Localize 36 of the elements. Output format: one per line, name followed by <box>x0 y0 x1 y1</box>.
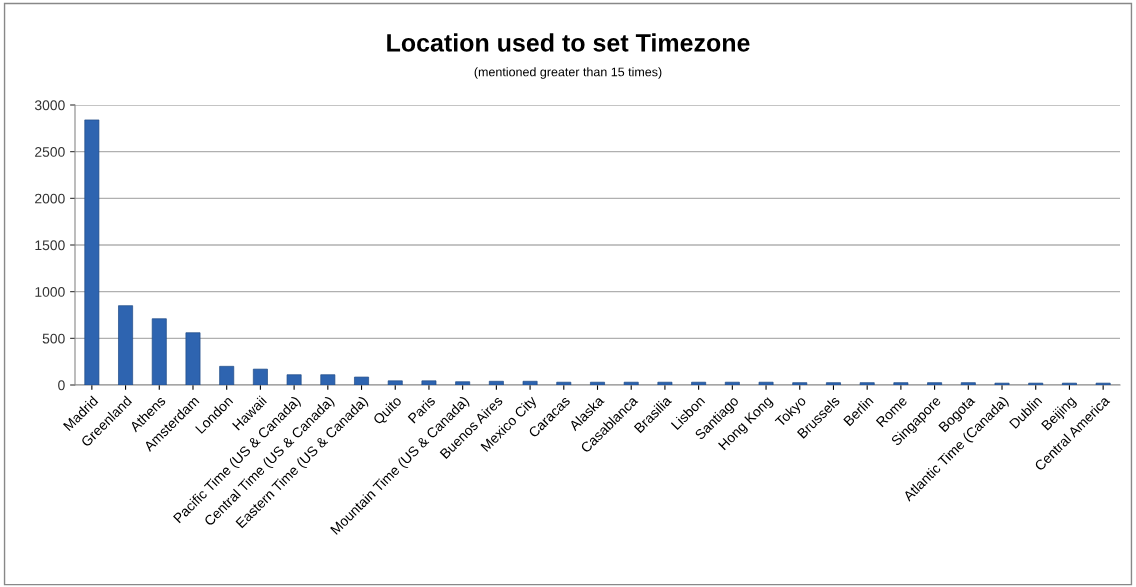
bar <box>252 368 268 385</box>
bar <box>590 381 605 385</box>
y-tick-label: 0 <box>58 380 65 391</box>
bar <box>320 374 336 385</box>
bar <box>927 382 943 385</box>
y-tick-label: 2500 <box>35 147 65 157</box>
bar <box>792 382 808 385</box>
bar <box>387 380 403 385</box>
bar <box>455 381 471 385</box>
bar <box>488 380 504 385</box>
bar <box>286 374 302 385</box>
y-tick-label: 2000 <box>35 193 65 204</box>
bar <box>556 381 572 385</box>
bar <box>522 380 538 385</box>
bar <box>421 380 437 385</box>
chart-subtitle: (mentioned greater than 15 times) <box>474 67 662 79</box>
bar <box>724 381 740 385</box>
bar <box>623 381 639 385</box>
bar <box>185 332 201 385</box>
bar <box>859 382 875 385</box>
y-tick-label: 500 <box>42 333 65 344</box>
bar <box>826 382 841 385</box>
bar <box>84 119 100 385</box>
bar <box>758 381 774 385</box>
bar <box>657 381 673 385</box>
y-tick-label: 1500 <box>35 240 65 251</box>
y-tick-label: 3000 <box>34 100 65 111</box>
bar <box>691 381 707 385</box>
bar <box>151 318 167 385</box>
bar <box>960 382 976 385</box>
y-tick-label: 1000 <box>35 287 65 297</box>
bar <box>893 382 909 385</box>
bar <box>118 305 133 385</box>
chart-title: Location used to set Timezone <box>387 33 750 52</box>
bar <box>354 376 369 385</box>
bar <box>219 365 235 385</box>
